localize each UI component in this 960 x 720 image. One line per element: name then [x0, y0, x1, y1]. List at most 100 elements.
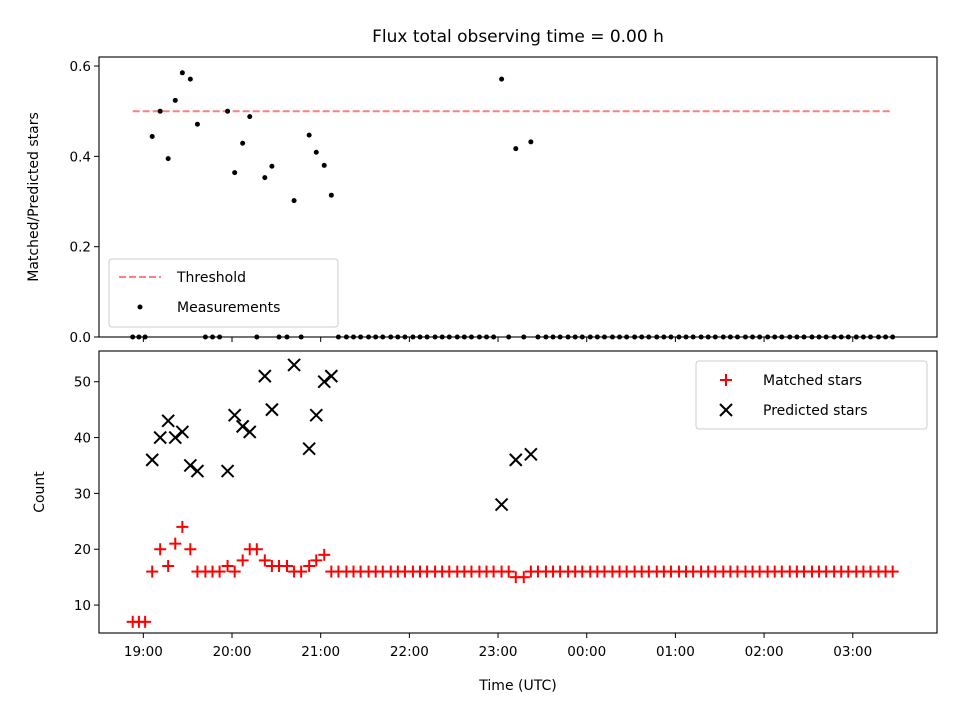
predicted-stars-point [509, 453, 523, 467]
matched-stars-point [310, 554, 323, 567]
measurements-point [269, 163, 275, 169]
measurements-point [313, 149, 319, 155]
matched-stars-legend-swatch [720, 374, 732, 386]
y-tick-label: 30 [74, 486, 91, 502]
measurements-point [232, 170, 238, 176]
y-tick-label: 0.4 [70, 149, 91, 165]
matched-stars-point [184, 543, 197, 556]
y-tick-label: 0.6 [70, 59, 91, 75]
matched-stars-point [228, 565, 241, 578]
measurements-legend-swatch [137, 304, 143, 310]
matched-stars-point [213, 565, 226, 578]
y-tick-label: 20 [74, 542, 91, 558]
predicted-stars-point [227, 408, 242, 422]
x-tick-label: 23:00 [479, 644, 518, 660]
count-axes-frame [98, 350, 938, 634]
x-tick-label: 03:00 [833, 644, 872, 660]
y-tick-label: 0.0 [70, 330, 91, 346]
predicted-stars-point [302, 442, 316, 456]
count-axis-ticks: 19:00 20:00 21:00 22:00 23:00 00:00 01:00 02:00… [74, 375, 872, 660]
measurements-point [247, 114, 253, 120]
predicted-stars-point [220, 464, 235, 478]
measurements-point [165, 156, 171, 162]
y-tick-label: 0.2 [70, 240, 91, 256]
matched-stars-legend-label: Matched stars [763, 373, 862, 389]
measurements-point [513, 146, 519, 152]
chart-title: Flux total observing time = 0.00 h [372, 27, 664, 47]
predicted-stars-point [168, 430, 182, 445]
predicted-stars-legend-label: Predicted stars [763, 403, 868, 419]
matched-stars-point [258, 554, 271, 567]
predicted-stars-point [145, 453, 159, 467]
measurements-point [321, 162, 327, 168]
predicted-stars-point [524, 447, 538, 462]
measurements-point [306, 132, 312, 138]
x-tick-label: 21:00 [301, 644, 340, 660]
matched-stars-point [221, 559, 234, 572]
predicted-stars-point [265, 402, 279, 417]
matched-stars-point [886, 565, 899, 578]
predicted-stars-point [287, 358, 301, 372]
measurements-point [291, 198, 297, 204]
ratio-panel: Flux total observing time = 0.00 h 0.00.… [26, 27, 938, 346]
x-tick-label: 01:00 [656, 644, 695, 660]
x-tick-label: 22:00 [390, 644, 429, 660]
measurements-point [149, 133, 155, 139]
predicted-stars-point [175, 425, 190, 439]
measurements-point [157, 108, 163, 114]
matched-stars-point [502, 565, 515, 578]
x-tick-label: 02:00 [745, 644, 784, 660]
predicted-stars-point [309, 408, 323, 422]
measurements-point [499, 76, 505, 82]
measurements-point [528, 139, 534, 145]
ratio-legend: Threshold Measurements [108, 258, 339, 328]
predicted-stars-point [324, 369, 339, 383]
count-legend: Matched stars Predicted stars [695, 360, 928, 430]
measurements-point [172, 97, 178, 103]
threshold-legend-label: Threshold [176, 270, 246, 286]
matched-stars-point [318, 548, 331, 561]
predicted-stars-legend-swatch [719, 403, 733, 417]
predicted-stars-point [494, 497, 509, 512]
measurements-point [194, 121, 200, 127]
matched-stars-point [303, 559, 316, 572]
matched-stars-point [169, 537, 182, 550]
matched-stars-point [280, 559, 293, 572]
matched-stars-point [146, 565, 159, 578]
ratio-legend-box [108, 258, 339, 328]
y-tick-label: 40 [74, 431, 91, 447]
y-tick-label: 50 [74, 375, 91, 391]
matched-stars-point [250, 543, 263, 556]
measurements-point [179, 70, 185, 76]
count-panel: 19:00 20:00 21:00 22:00 23:00 00:00 01:00 02:00… [32, 350, 938, 694]
count-legend-box [695, 360, 928, 430]
matched-stars-point [154, 543, 167, 556]
matched-stars-point [176, 520, 189, 533]
y-tick-label: 10 [74, 598, 91, 614]
measurements-legend-label: Measurements [177, 300, 280, 316]
measurements-point [187, 76, 193, 82]
ratio-axis-ticks: 0.0 0.2 0.4 0.6 [70, 59, 854, 346]
predicted-stars-point [190, 464, 205, 478]
time-x-axis-label: Time (UTC) [478, 678, 556, 694]
x-tick-label: 00:00 [567, 644, 606, 660]
measurements-point [225, 108, 231, 114]
matched-stars-point [517, 571, 530, 584]
matched-stars-point [295, 565, 308, 578]
predicted-stars-point [161, 414, 175, 428]
matched-stars-point [162, 559, 175, 572]
measurements-point [262, 175, 268, 181]
measurements-point [240, 140, 246, 146]
predicted-stars-point [153, 430, 167, 445]
predicted-stars-point [183, 458, 198, 473]
predicted-stars-point [243, 425, 257, 439]
count-y-axis-label: Count [32, 471, 48, 513]
matched-stars-point [236, 554, 249, 567]
ratio-axes-frame [98, 56, 938, 338]
measurements-point [328, 192, 334, 198]
x-tick-label: 20:00 [213, 644, 252, 660]
matched-stars-point [139, 615, 152, 628]
x-tick-label: 19:00 [124, 644, 163, 660]
